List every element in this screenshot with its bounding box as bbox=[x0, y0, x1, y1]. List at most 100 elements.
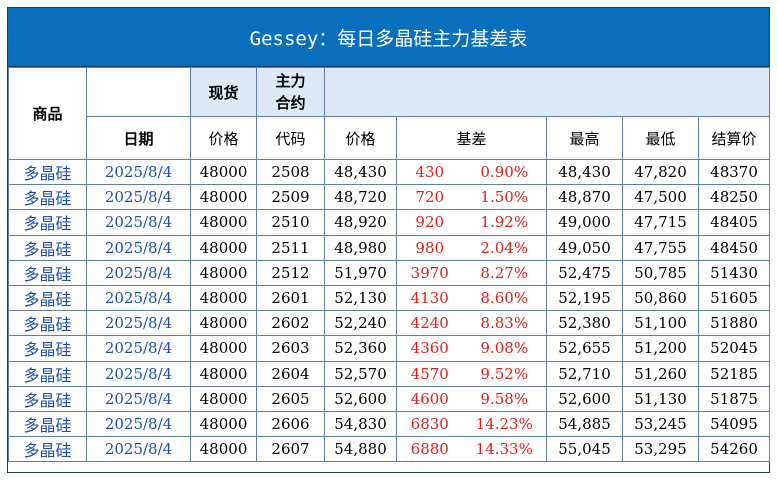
cell-date: 2025/8/4 bbox=[86, 158, 191, 186]
header-blank-1 bbox=[86, 67, 191, 117]
table-row: 多晶硅 2025/8/4 48000 2601 52,130 4130 8.60% 52,19… bbox=[8, 284, 771, 312]
cell-spot-price: 48000 bbox=[190, 259, 257, 286]
cell-date: 2025/8/4 bbox=[86, 436, 191, 463]
cell-price: 48,920 bbox=[324, 209, 397, 236]
cell-high: 49,000 bbox=[546, 209, 623, 236]
cell-date: 2025/8/4 bbox=[86, 184, 191, 211]
cell-spot-price: 48000 bbox=[190, 310, 257, 337]
table-row: 多晶硅 2025/8/4 48000 2511 48,980 980 2.04% 49,050… bbox=[8, 234, 771, 261]
cell-spot-price: 48000 bbox=[190, 209, 257, 236]
cell-basis-pct: 9.08% bbox=[462, 335, 547, 362]
cell-low: 47,820 bbox=[622, 158, 699, 186]
cell-price: 52,240 bbox=[324, 310, 397, 337]
header-row-2: 日期 价格 代码 价格 基差 最高 最低 结算价 bbox=[9, 116, 771, 160]
cell-price: 48,720 bbox=[324, 184, 397, 211]
cell-product: 多晶硅 bbox=[8, 335, 87, 362]
cell-product: 多晶硅 bbox=[8, 284, 87, 312]
cell-basis: 720 bbox=[396, 184, 463, 211]
cell-spot-price: 48000 bbox=[190, 184, 257, 211]
cell-date: 2025/8/4 bbox=[86, 385, 191, 412]
cell-price: 52,600 bbox=[324, 385, 397, 412]
table-row: 多晶硅 2025/8/4 48000 2602 52,240 4240 8.83% 52,38… bbox=[8, 310, 771, 337]
header-main-contract: 主力 合约 bbox=[256, 67, 325, 117]
cell-date: 2025/8/4 bbox=[86, 360, 191, 387]
cell-basis-pct: 1.92% bbox=[462, 209, 547, 236]
cell-basis-pct: 14.33% bbox=[462, 436, 547, 463]
cell-low: 51,260 bbox=[622, 360, 699, 387]
cell-spot-price: 48000 bbox=[190, 335, 257, 362]
cell-contract-code: 2602 bbox=[256, 310, 325, 337]
cell-high: 55,045 bbox=[546, 436, 623, 463]
cell-product: 多晶硅 bbox=[8, 385, 87, 412]
cell-date: 2025/8/4 bbox=[86, 259, 191, 286]
table-row: 多晶硅 2025/8/4 48000 2509 48,720 720 1.50% 48,870… bbox=[8, 184, 771, 211]
cell-basis: 6830 bbox=[396, 410, 463, 438]
header-low: 最低 bbox=[622, 116, 699, 160]
cell-basis-pct: 1.50% bbox=[462, 184, 547, 211]
cell-high: 52,380 bbox=[546, 310, 623, 337]
cell-settle: 48450 bbox=[697, 234, 771, 261]
cell-product: 多晶硅 bbox=[8, 436, 87, 463]
cell-spot-price: 48000 bbox=[190, 360, 257, 387]
cell-settle: 51605 bbox=[697, 284, 771, 312]
cell-spot-price: 48000 bbox=[190, 436, 257, 463]
cell-low: 53,245 bbox=[622, 410, 699, 438]
cell-contract-code: 2508 bbox=[256, 158, 325, 186]
cell-high: 48,870 bbox=[546, 184, 623, 211]
cell-low: 51,100 bbox=[622, 310, 699, 337]
table-row: 多晶硅 2025/8/4 48000 2607 54,880 6880 14.33% 55,0… bbox=[8, 436, 771, 463]
cell-price: 54,830 bbox=[324, 410, 397, 438]
header-price: 价格 bbox=[324, 116, 397, 160]
cell-basis: 3970 bbox=[396, 259, 463, 286]
cell-basis: 430 bbox=[396, 158, 463, 186]
cell-spot-price: 48000 bbox=[190, 158, 257, 186]
table-title: Gessey：每日多晶硅主力基差表 bbox=[8, 8, 769, 67]
table-row: 多晶硅 2025/8/4 48000 2603 52,360 4360 9.08% 52,65… bbox=[8, 335, 771, 362]
cell-basis-pct: 8.60% bbox=[462, 284, 547, 312]
cell-settle: 52185 bbox=[697, 360, 771, 387]
table-row: 多晶硅 2025/8/4 48000 2606 54,830 6830 14.23% 54,8… bbox=[8, 410, 771, 438]
cell-contract-code: 2511 bbox=[256, 234, 325, 261]
header-date: 日期 bbox=[86, 116, 191, 160]
table-row: 多晶硅 2025/8/4 48000 2604 52,570 4570 9.52% 52,71… bbox=[8, 360, 771, 387]
basis-table: 商品 现货 主力 合约 日期 价格 代码 价格 基差 最高 最低 结算价 多晶硅… bbox=[8, 67, 771, 463]
header-spot: 现货 bbox=[190, 67, 257, 117]
cell-product: 多晶硅 bbox=[8, 209, 87, 236]
cell-contract-code: 2512 bbox=[256, 259, 325, 286]
cell-settle: 48250 bbox=[697, 184, 771, 211]
cell-low: 51,200 bbox=[622, 335, 699, 362]
table-row: 多晶硅 2025/8/4 48000 2508 48,430 430 0.90% 48,430… bbox=[8, 158, 771, 186]
cell-low: 47,715 bbox=[622, 209, 699, 236]
header-spot-price: 价格 bbox=[190, 116, 257, 160]
cell-price: 48,980 bbox=[324, 234, 397, 261]
cell-settle: 51880 bbox=[697, 310, 771, 337]
cell-high: 49,050 bbox=[546, 234, 623, 261]
cell-settle: 51430 bbox=[697, 259, 771, 286]
cell-basis-pct: 0.90% bbox=[462, 158, 547, 186]
cell-low: 47,755 bbox=[622, 234, 699, 261]
cell-basis: 6880 bbox=[396, 436, 463, 463]
header-row-1: 商品 现货 主力 合约 bbox=[8, 67, 771, 160]
cell-product: 多晶硅 bbox=[8, 158, 87, 186]
header-blank-2 bbox=[323, 67, 771, 117]
cell-basis: 4600 bbox=[396, 385, 463, 412]
cell-basis-pct: 9.58% bbox=[462, 385, 547, 412]
cell-high: 52,600 bbox=[546, 385, 623, 412]
cell-contract-code: 2509 bbox=[256, 184, 325, 211]
cell-product: 多晶硅 bbox=[8, 410, 87, 438]
cell-settle: 54260 bbox=[697, 436, 771, 463]
cell-price: 52,130 bbox=[324, 284, 397, 312]
cell-price: 48,430 bbox=[324, 158, 397, 186]
cell-contract-code: 2606 bbox=[256, 410, 325, 438]
cell-low: 51,130 bbox=[622, 385, 699, 412]
cell-price: 51,970 bbox=[324, 259, 397, 286]
cell-basis: 4360 bbox=[396, 335, 463, 362]
cell-high: 52,475 bbox=[546, 259, 623, 286]
cell-contract-code: 2605 bbox=[256, 385, 325, 412]
cell-settle: 48405 bbox=[697, 209, 771, 236]
cell-basis-pct: 9.52% bbox=[462, 360, 547, 387]
cell-basis: 980 bbox=[396, 234, 463, 261]
cell-low: 50,785 bbox=[622, 259, 699, 286]
cell-settle: 54095 bbox=[697, 410, 771, 438]
cell-product: 多晶硅 bbox=[8, 234, 87, 261]
